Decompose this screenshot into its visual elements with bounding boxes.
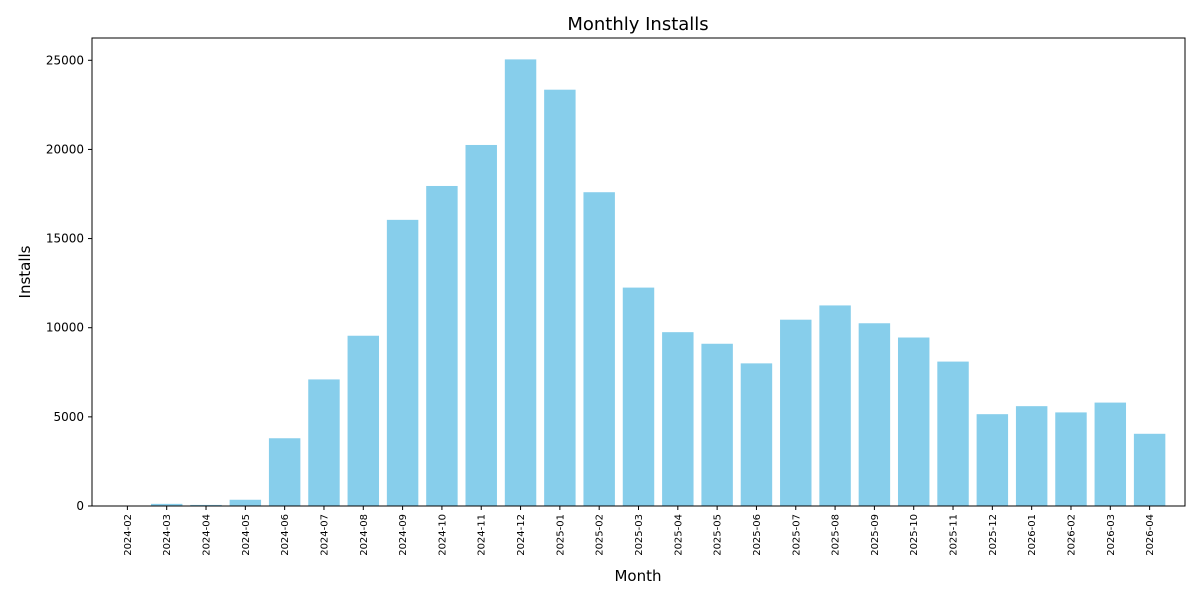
- x-tick-label: 2024-06: [280, 514, 291, 556]
- bar-2026-03: [1094, 402, 1127, 506]
- x-tick-label: 2024-12: [516, 514, 527, 556]
- bar-2024-07: [308, 379, 340, 506]
- bar-2024-12: [504, 59, 537, 506]
- x-tick-label: 2025-11: [949, 514, 960, 556]
- bar-2025-12: [976, 414, 1009, 506]
- bar-2024-05: [229, 499, 262, 506]
- bar-2024-09: [386, 219, 419, 506]
- x-tick-label: 2024-05: [241, 514, 252, 556]
- y-tick-label: 25000: [46, 53, 84, 67]
- bar-2025-05: [701, 343, 733, 506]
- x-tick-label: 2025-12: [988, 514, 999, 556]
- y-axis-label: Installs: [16, 245, 34, 298]
- y-tick-label: 5000: [53, 410, 84, 424]
- x-tick-label: 2026-03: [1106, 514, 1117, 556]
- bar-2026-04: [1133, 433, 1166, 506]
- x-tick-label: 2025-02: [595, 514, 606, 556]
- x-tick-label: 2025-08: [831, 514, 842, 556]
- x-tick-label: 2026-01: [1027, 514, 1038, 556]
- bar-2024-11: [465, 144, 497, 506]
- y-tick-label: 15000: [46, 232, 84, 246]
- bar-2025-10: [897, 337, 930, 506]
- x-tick-label: 2024-08: [359, 514, 370, 556]
- y-tick-label: 20000: [46, 142, 84, 156]
- x-tick-label: 2026-04: [1145, 514, 1156, 556]
- x-tick-label: 2024-02: [123, 514, 134, 556]
- bar-2025-11: [937, 361, 969, 506]
- x-axis-label: Month: [614, 567, 661, 585]
- x-tick-label: 2024-03: [162, 514, 173, 556]
- x-tick-label: 2024-11: [477, 514, 488, 556]
- bar-2025-03: [622, 287, 655, 506]
- bar-2025-08: [819, 305, 851, 506]
- x-tick-label: 2024-09: [398, 514, 409, 556]
- bar-2024-08: [347, 335, 380, 506]
- bar-2024-10: [426, 185, 458, 507]
- bar-2025-01: [544, 89, 576, 506]
- y-tick-label: 10000: [46, 321, 84, 335]
- bar-2025-07: [780, 319, 812, 506]
- bars-group: [111, 59, 1166, 507]
- y-axis: 0 5000 10000 15000 20000 25000: [46, 53, 92, 513]
- bar-2025-04: [662, 332, 694, 506]
- bar-2024-03: [150, 503, 183, 506]
- x-tick-label: 2025-03: [634, 514, 645, 556]
- x-tick-label: 2026-02: [1066, 514, 1077, 556]
- bar-2024-06: [268, 438, 301, 506]
- x-tick-label: 2025-09: [870, 514, 881, 556]
- chart-title: Monthly Installs: [567, 14, 708, 35]
- x-axis: 2024-02 2024-03 2024-04 2024-05 2024-06 2024-…: [123, 506, 1156, 556]
- x-tick-label: 2025-01: [555, 514, 566, 556]
- x-tick-label: 2025-10: [909, 514, 920, 556]
- x-tick-label: 2025-04: [673, 514, 684, 556]
- x-tick-label: 2024-07: [319, 514, 330, 556]
- plot-frame: [91, 37, 1186, 507]
- bar-2026-01: [1015, 406, 1048, 506]
- x-tick-label: 2025-05: [713, 514, 724, 556]
- x-tick-label: 2025-07: [791, 514, 802, 556]
- x-tick-label: 2024-10: [437, 514, 448, 556]
- bar-2024-04: [190, 504, 222, 506]
- bar-2025-06: [740, 363, 773, 506]
- bar-2026-02: [1055, 412, 1087, 506]
- bar-2025-02: [583, 192, 615, 506]
- x-tick-label: 2024-04: [202, 514, 213, 556]
- y-tick-label: 0: [76, 499, 84, 513]
- bar-2025-09: [858, 323, 891, 506]
- x-tick-label: 2025-06: [752, 514, 763, 556]
